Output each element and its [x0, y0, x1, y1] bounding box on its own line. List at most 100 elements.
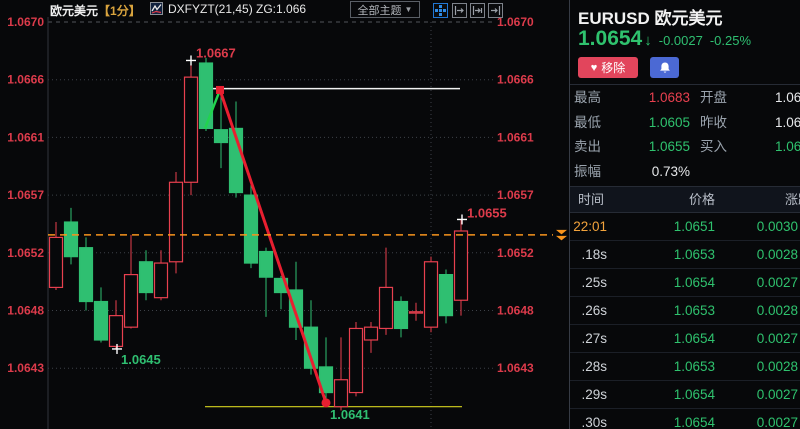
stat-label: 振幅	[574, 163, 601, 179]
crosshair-icon[interactable]	[433, 3, 448, 18]
candle-body	[453, 230, 469, 301]
candle-body	[138, 261, 154, 294]
candle-body	[183, 76, 199, 183]
price-row: 1.0654 ↓ -0.0027 -0.25%	[578, 27, 751, 51]
bell-icon	[659, 62, 670, 73]
tick-change: 0.0028	[756, 359, 798, 374]
table-row: .26s 1.0653 0.0028	[570, 297, 800, 325]
table-row: 22:01 1.0651 0.0030	[570, 213, 800, 241]
candle-body	[63, 221, 79, 258]
candle-body	[258, 250, 274, 278]
zigzag-up-segment	[203, 89, 222, 129]
remove-button[interactable]: ♥ 移除	[578, 57, 638, 78]
chart-canvas[interactable]: 1.0670 1.0670 1.0666 1.0666 1.0661 1.0661 1.06…	[0, 0, 570, 429]
kline-logo-icon	[150, 2, 163, 15]
axis-label-right: 1.0666	[497, 73, 534, 87]
tick-price: 1.0654	[673, 415, 715, 429]
tick-table-header: 时间 价格 涨跌	[570, 187, 800, 213]
axis-label-left: 1.0666	[7, 73, 44, 87]
candle-body	[393, 300, 409, 330]
price-tag-icon	[556, 229, 567, 241]
stat-label: 卖出	[574, 139, 601, 155]
tick-time: .25s	[581, 275, 607, 290]
axis-label-left: 1.0648	[7, 303, 44, 317]
candle-body	[78, 247, 94, 303]
table-row: .29s 1.0654 0.0027	[570, 381, 800, 409]
candle-body	[108, 315, 124, 348]
stat-label: 最高	[574, 90, 601, 105]
tick-time: .26s	[581, 303, 607, 318]
heart-icon: ♥	[590, 61, 598, 74]
stat-value: 1.0683	[648, 90, 690, 105]
price-change: -0.0027	[658, 33, 703, 48]
symbol-name: 欧元美元	[50, 4, 99, 18]
quote-name: 欧元美元	[654, 9, 723, 28]
candle-body	[333, 379, 349, 408]
separator	[570, 186, 800, 187]
separator	[570, 84, 800, 85]
candle-body	[168, 181, 184, 263]
theme-dropdown[interactable]: 全部主题 ▼	[350, 1, 420, 18]
candle-body	[198, 62, 214, 130]
down-arrow-icon: ↓	[644, 32, 652, 49]
axis-label-left: 1.0661	[7, 130, 44, 144]
tick-price: 1.0654	[673, 275, 715, 290]
chart-header: 欧元美元【1分】 DXFYZT(21,45) ZG:1.066 全部主题 ▼	[0, 0, 570, 22]
stat-value: 0.73%	[651, 163, 690, 179]
candle-body	[438, 273, 454, 317]
price-change-pct: -0.25%	[709, 33, 752, 48]
axis-label-right: 1.0652	[497, 246, 534, 260]
scale-left-icon[interactable]	[452, 3, 467, 18]
tick-change: 0.0027	[756, 387, 798, 402]
axis-label-left: 1.0670	[7, 15, 44, 29]
tick-change: 0.0028	[756, 247, 798, 262]
tick-change: 0.0027	[756, 331, 798, 346]
chevron-down-icon: ▼	[404, 5, 413, 14]
candle-body	[48, 236, 64, 289]
zigzag-down-segment	[218, 89, 328, 404]
candle-body	[303, 326, 319, 369]
column-header: 涨跌	[785, 192, 800, 207]
price-annotation: 1.0645	[121, 352, 161, 367]
tick-time: .29s	[581, 387, 607, 402]
tick-change: 0.0027	[756, 415, 798, 429]
candle-body	[408, 311, 424, 314]
stat-label: 昨收	[700, 114, 727, 130]
tick-time: .18s	[581, 247, 607, 262]
price-annotation: 1.0641	[330, 407, 370, 422]
tick-time: .28s	[581, 359, 607, 374]
stat-row: 最低 1.0605 昨收 1.06	[570, 111, 800, 135]
axis-label-right: 1.0670	[497, 15, 534, 29]
stat-row: 振幅 0.73%	[570, 160, 800, 184]
candle-body	[348, 327, 364, 394]
stat-value-clipped: 1.06	[775, 114, 800, 130]
tick-price: 1.0654	[673, 331, 715, 346]
tick-price: 1.0653	[673, 359, 715, 374]
table-row: .18s 1.0653 0.0028	[570, 241, 800, 269]
stat-value: 1.0605	[648, 114, 690, 130]
tick-time: .30s	[581, 415, 607, 429]
quote-symbol: EURUSD	[578, 9, 650, 28]
pivot-low-marker	[321, 398, 331, 408]
chart-symbol-title: 欧元美元【1分】	[50, 2, 141, 19]
scale-right-icon[interactable]	[470, 3, 485, 18]
candle-body	[288, 289, 304, 328]
pan-right-icon[interactable]	[488, 3, 503, 18]
column-header: 价格	[688, 192, 715, 207]
tick-price: 1.0651	[673, 219, 715, 234]
candle-body	[153, 262, 169, 299]
alert-button[interactable]	[650, 57, 679, 78]
tick-price: 1.0654	[673, 387, 715, 402]
candle-body	[123, 273, 139, 328]
candle-body	[378, 286, 394, 330]
price-annotation: 1.0667	[196, 45, 236, 60]
remove-button-label: 移除	[601, 61, 626, 75]
candle-body	[243, 194, 259, 264]
quote-title: EURUSD 欧元美元	[578, 4, 723, 29]
axis-label-right: 1.0657	[497, 188, 534, 202]
tick-time: 22:01	[573, 219, 607, 234]
table-row: .30s 1.0654 0.0027	[570, 409, 800, 429]
stat-label: 买入	[700, 139, 727, 155]
last-price: 1.0654	[578, 27, 643, 50]
